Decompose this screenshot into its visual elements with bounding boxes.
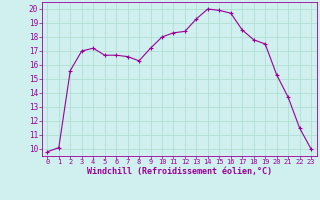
X-axis label: Windchill (Refroidissement éolien,°C): Windchill (Refroidissement éolien,°C) [87,167,272,176]
